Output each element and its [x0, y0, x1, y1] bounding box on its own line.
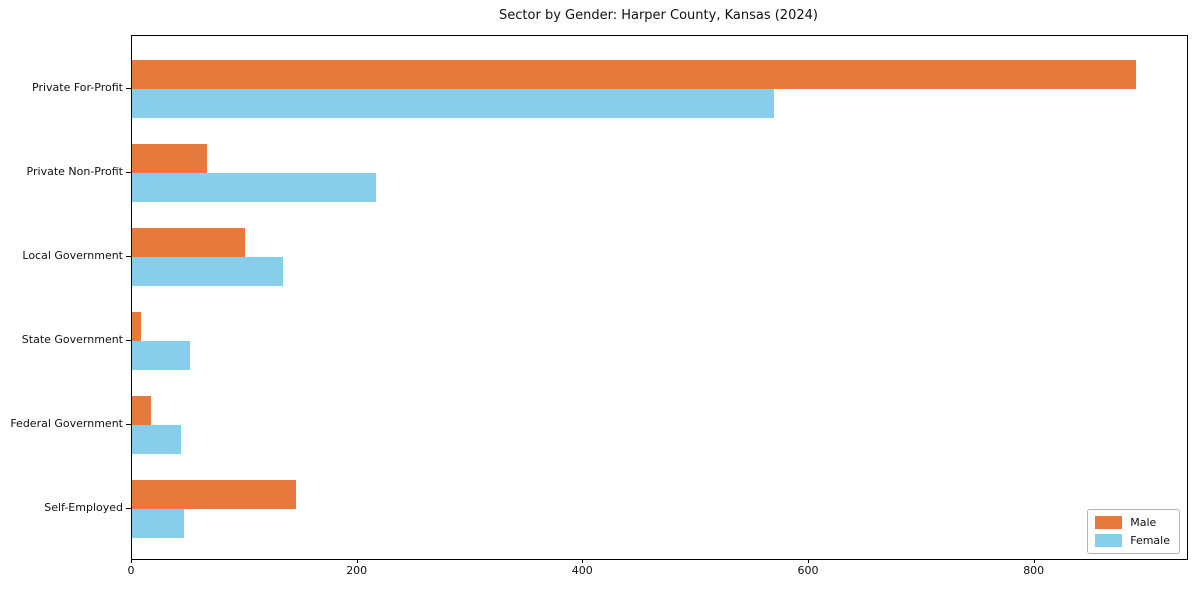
- legend-label-male: Male: [1130, 516, 1157, 529]
- y-tick-label-state-government: State Government: [21, 333, 123, 346]
- y-tick-label-federal-government: Federal Government: [10, 417, 123, 430]
- y-tick-mark: [126, 88, 131, 89]
- bar-female-local-government: [132, 257, 284, 286]
- bar-male-local-government: [132, 228, 245, 257]
- x-tick-label-200: 200: [346, 564, 368, 577]
- legend-label-female: Female: [1130, 534, 1170, 547]
- legend-swatch-male: [1095, 516, 1123, 529]
- x-tick-mark: [582, 559, 584, 563]
- bar-male-federal-government: [132, 396, 152, 425]
- chart-title: Sector by Gender: Harper County, Kansas …: [499, 8, 818, 23]
- x-tick-label-600: 600: [797, 564, 819, 577]
- y-tick-mark: [126, 340, 131, 341]
- y-tick-label-self-employed: Self-Employed: [44, 501, 123, 514]
- x-tick-mark: [1033, 559, 1035, 563]
- bar-male-state-government: [132, 312, 141, 341]
- legend-row-female: Female: [1095, 534, 1170, 547]
- bar-female-self-employed: [132, 509, 184, 538]
- x-tick-label-800: 800: [1023, 564, 1045, 577]
- y-tick-mark: [126, 424, 131, 425]
- bar-female-private-for-profit: [132, 89, 774, 118]
- x-tick-mark: [131, 559, 132, 563]
- y-tick-label-private-for-profit: Private For-Profit: [32, 81, 123, 94]
- x-tick-label-400: 400: [571, 564, 593, 577]
- y-tick-mark: [126, 256, 131, 257]
- x-tick-label-0: 0: [127, 564, 135, 577]
- y-tick-label-private-non-profit: Private Non-Profit: [26, 165, 123, 178]
- bar-female-private-non-profit: [132, 173, 376, 202]
- bar-male-private-non-profit: [132, 144, 207, 173]
- bar-female-state-government: [132, 341, 190, 370]
- x-tick-mark: [356, 559, 358, 563]
- plot-area: Male Female: [131, 35, 1188, 560]
- legend-row-male: Male: [1095, 516, 1170, 529]
- y-tick-label-local-government: Local Government: [22, 249, 123, 262]
- y-tick-mark: [126, 508, 131, 509]
- bar-female-federal-government: [132, 425, 181, 454]
- legend: Male Female: [1087, 509, 1180, 554]
- bar-male-self-employed: [132, 480, 296, 509]
- legend-swatch-female: [1095, 534, 1123, 547]
- y-tick-mark: [126, 172, 131, 173]
- bar-male-private-for-profit: [132, 60, 1137, 89]
- x-tick-mark: [808, 559, 809, 563]
